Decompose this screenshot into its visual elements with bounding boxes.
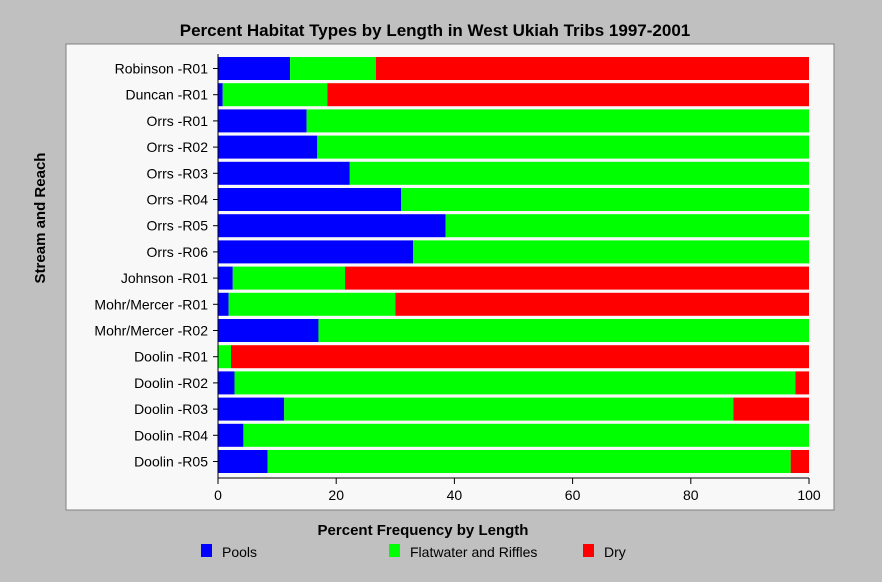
bar-flatwater-and-riffles-10 (318, 319, 809, 342)
bar-pools-9 (218, 292, 229, 316)
bar-flatwater-and-riffles-12 (234, 371, 796, 395)
y-tick-label: Mohr/Mercer -R02 (94, 323, 208, 339)
x-tick-label: 80 (683, 487, 699, 503)
bar-pools-4 (218, 161, 350, 185)
y-tick-label: Doolin -R04 (134, 427, 208, 443)
bar-dry-1 (327, 83, 809, 107)
bar-dry-0 (375, 57, 809, 80)
y-tick-label: Orrs -R05 (147, 218, 209, 234)
x-tick-labels: 0 20 40 60 80 100 (214, 477, 821, 503)
y-tick-label: Orrs -R04 (147, 192, 209, 208)
y-tick-label: Robinson -R01 (115, 61, 209, 77)
legend-swatch-dry (583, 544, 594, 557)
bar-flatwater-and-riffles-8 (232, 266, 346, 290)
bar-dry-8 (345, 266, 809, 290)
bar-pools-0 (218, 57, 291, 80)
bar-flatwater-and-riffles-2 (306, 109, 809, 133)
bar-dry-13 (733, 397, 809, 421)
x-tick-label: 100 (797, 487, 821, 503)
y-tick-label: Doolin -R03 (134, 401, 208, 417)
y-tick-label: Orrs -R01 (147, 113, 209, 129)
x-tick-label: 0 (214, 487, 222, 503)
x-tick-label: 60 (565, 487, 581, 503)
bar-pools-2 (218, 109, 307, 133)
bar-dry-15 (790, 450, 809, 473)
legend-label-dry: Dry (604, 544, 626, 560)
y-tick-label: Johnson -R01 (121, 270, 208, 286)
legend-label-flatwater-and-riffles: Flatwater and Riffles (410, 544, 537, 560)
bar-dry-12 (795, 371, 809, 395)
bar-pools-15 (218, 450, 268, 473)
bar-pools-5 (218, 188, 402, 211)
y-axis-title: Stream and Reach (32, 153, 49, 284)
bar-flatwater-and-riffles-7 (413, 240, 809, 264)
bar-flatwater-and-riffles-15 (267, 450, 791, 473)
bar-pools-3 (218, 135, 318, 159)
bar-pools-13 (218, 397, 285, 421)
y-tick-labels: Robinson -R01 Duncan -R01 Orrs -R01 Orrs -R… (94, 54, 219, 478)
y-tick-label: Doolin -R05 (134, 454, 208, 470)
y-tick-label: Doolin -R02 (134, 375, 208, 391)
bar-flatwater-and-riffles-3 (317, 135, 809, 159)
y-tick-label: Orrs -R06 (147, 244, 209, 260)
bar-flatwater-and-riffles-14 (243, 423, 810, 447)
chart-title: Percent Habitat Types by Length in West … (180, 21, 690, 40)
x-axis-title: Percent Frequency by Length (318, 522, 529, 539)
legend-swatch-flatwater-and-riffles (389, 544, 400, 557)
x-tick-label: 20 (328, 487, 344, 503)
bar-dry-9 (395, 292, 809, 316)
bar-pools-6 (218, 214, 446, 238)
bar-flatwater-and-riffles-1 (222, 83, 328, 107)
bar-pools-12 (218, 371, 235, 395)
bar-flatwater-and-riffles-9 (228, 292, 396, 316)
bar-flatwater-and-riffles-11 (218, 345, 232, 369)
bars-group (218, 57, 810, 473)
bar-pools-8 (218, 266, 233, 290)
bar-flatwater-and-riffles-13 (284, 397, 734, 421)
bar-flatwater-and-riffles-4 (349, 161, 809, 185)
legend-label-pools: Pools (222, 544, 257, 560)
legend-swatch-pools (201, 544, 212, 557)
y-tick-label: Doolin -R01 (134, 349, 208, 365)
bar-pools-10 (218, 319, 319, 342)
y-tick-label: Duncan -R01 (126, 87, 209, 103)
bar-pools-7 (218, 240, 414, 264)
y-tick-label: Orrs -R02 (147, 139, 209, 155)
bar-pools-14 (218, 423, 244, 447)
bar-dry-11 (231, 345, 809, 369)
bar-flatwater-and-riffles-5 (401, 188, 809, 211)
bar-flatwater-and-riffles-0 (290, 57, 376, 80)
bar-flatwater-and-riffles-6 (445, 214, 809, 238)
y-tick-label: Mohr/Mercer -R01 (94, 296, 208, 312)
bar-pools-1 (218, 83, 223, 107)
legend: Pools Flatwater and Riffles Dry (201, 544, 626, 560)
y-tick-label: Orrs -R03 (147, 165, 209, 181)
x-tick-label: 40 (447, 487, 463, 503)
